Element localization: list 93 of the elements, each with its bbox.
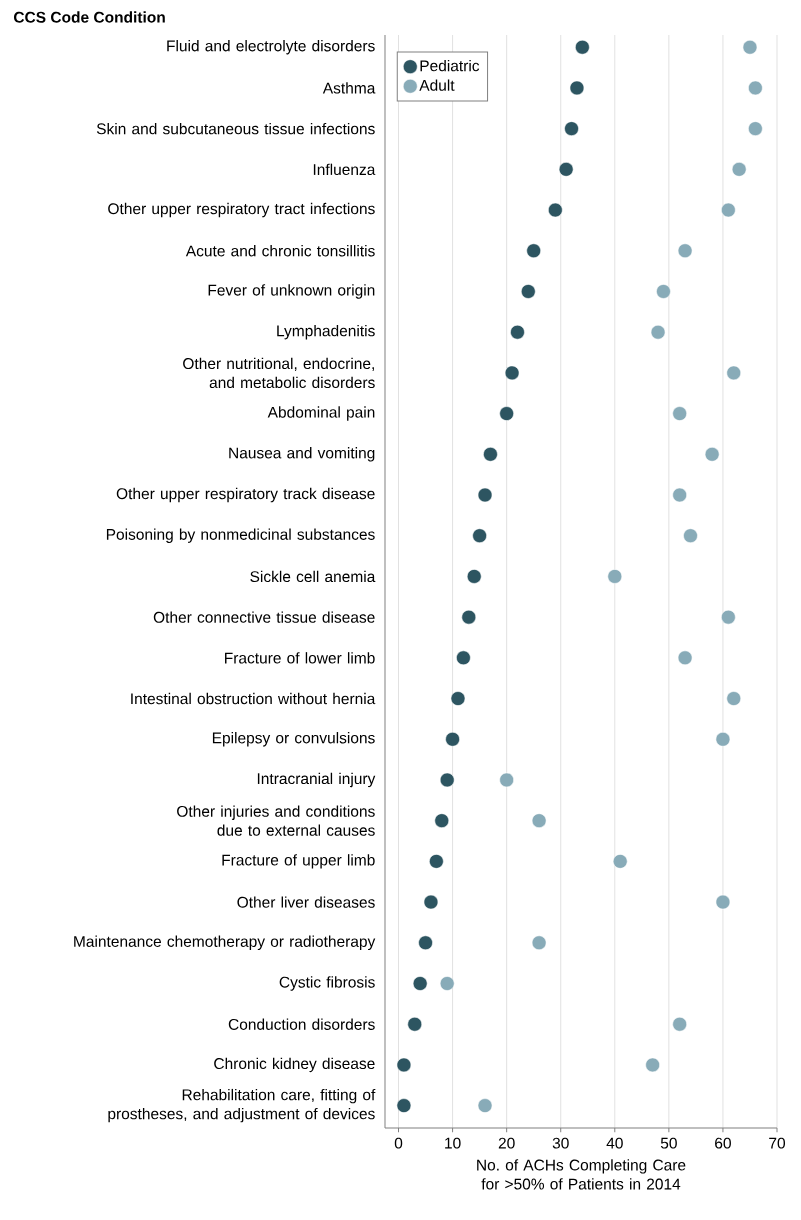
point bbox=[672, 1016, 687, 1032]
point bbox=[461, 609, 477, 625]
point bbox=[726, 691, 742, 706]
y-tick-label: Influenza bbox=[313, 163, 376, 176]
point bbox=[456, 650, 471, 666]
point bbox=[656, 284, 671, 299]
point bbox=[683, 528, 698, 544]
y-tick-label: Other upper respiratory tract infections bbox=[108, 202, 375, 218]
y-tick-label: Nausea and vomiting bbox=[229, 447, 375, 462]
point bbox=[439, 976, 455, 991]
y-tick-label: Acute and chronic tonsillitis bbox=[185, 245, 375, 257]
legend-label: Pediatric bbox=[420, 59, 480, 72]
y-tick-label: Conduction disorders bbox=[228, 1018, 375, 1030]
y-tick-label: Other upper respiratory track disease bbox=[116, 487, 375, 503]
point bbox=[531, 813, 547, 828]
point bbox=[483, 447, 498, 462]
legend-label: Adult bbox=[419, 79, 455, 91]
x-tick-label: 20 bbox=[498, 1137, 515, 1149]
x-tick-label: 50 bbox=[660, 1137, 677, 1149]
y-tick-label: Fever of unknown origin bbox=[208, 284, 375, 299]
point bbox=[558, 162, 574, 177]
point bbox=[731, 162, 747, 177]
y-tick-label: Chronic kidney disease bbox=[214, 1057, 375, 1073]
point bbox=[748, 80, 763, 96]
point bbox=[412, 976, 428, 991]
y-tick-label: Poisoning by nonmedicinal substances bbox=[106, 528, 375, 543]
y-tick-label: Other liver diseases bbox=[237, 896, 375, 908]
point bbox=[607, 569, 623, 584]
y-tick-label: Other injuries and conditions due to external causes bbox=[177, 805, 375, 836]
point bbox=[450, 691, 466, 706]
y-tick-label: Cystic fibrosis bbox=[279, 976, 375, 991]
point bbox=[396, 1098, 412, 1113]
point bbox=[466, 569, 482, 584]
x-tick-label: 30 bbox=[552, 1137, 569, 1149]
point bbox=[742, 39, 758, 55]
point bbox=[472, 528, 487, 544]
point bbox=[477, 1098, 493, 1113]
point bbox=[499, 406, 514, 421]
point bbox=[548, 202, 563, 218]
point bbox=[569, 80, 585, 96]
y-tick-label: Intestinal obstruction without hernia bbox=[131, 692, 376, 705]
point bbox=[504, 365, 520, 381]
point bbox=[672, 487, 687, 503]
x-tick-label: 70 bbox=[769, 1137, 786, 1149]
point bbox=[564, 121, 579, 136]
point bbox=[645, 1057, 660, 1073]
point bbox=[704, 447, 720, 462]
point bbox=[748, 121, 763, 136]
point bbox=[396, 1057, 412, 1073]
point bbox=[715, 894, 731, 910]
y-tick-label: Other nutritional, endocrine, and metabolic disorders bbox=[183, 357, 375, 389]
point bbox=[418, 935, 433, 951]
point bbox=[721, 609, 736, 625]
point bbox=[531, 935, 547, 951]
point bbox=[520, 284, 536, 299]
point bbox=[445, 731, 460, 747]
y-tick-label: Other connective tissue disease bbox=[153, 611, 375, 623]
x-axis-title: No. of ACHs Completing Care for >50% of Patients in 2014 bbox=[477, 1159, 686, 1190]
point bbox=[721, 202, 736, 218]
point bbox=[677, 650, 693, 666]
point bbox=[499, 772, 514, 788]
y-tick-label: Intracranial injury bbox=[257, 772, 376, 788]
point bbox=[575, 39, 590, 55]
y-tick-label: Abdominal pain bbox=[267, 406, 375, 421]
y-tick-label: Fluid and electrolyte disorders bbox=[167, 40, 375, 55]
y-tick-label: Skin and subcutaneous tissue infections bbox=[96, 122, 375, 135]
point bbox=[434, 813, 450, 828]
y-axis-title: CCS Code Condition bbox=[14, 11, 165, 23]
y-tick-label: Epilepsy or convulsions bbox=[212, 732, 375, 747]
point bbox=[677, 243, 693, 259]
y-tick-label: Sickle cell anemia bbox=[250, 570, 376, 583]
point bbox=[612, 854, 628, 869]
x-tick-label: 40 bbox=[606, 1137, 623, 1149]
y-tick-label: Fracture of upper limb bbox=[222, 854, 375, 869]
point bbox=[477, 487, 493, 503]
point bbox=[429, 854, 444, 869]
point bbox=[526, 243, 541, 259]
y-tick-label: Fracture of lower limb bbox=[225, 652, 375, 664]
y-tick-label: Rehabilitation care, fitting of prostheses, and adjustment of devices bbox=[108, 1088, 376, 1123]
y-tick-label: Lymphadenitis bbox=[277, 324, 375, 340]
point bbox=[423, 894, 439, 910]
point bbox=[439, 772, 455, 788]
point bbox=[650, 324, 666, 340]
point bbox=[726, 365, 742, 381]
point bbox=[672, 406, 687, 421]
x-tick-label: 0 bbox=[394, 1137, 403, 1149]
y-tick-label: Asthma bbox=[322, 82, 376, 94]
point bbox=[407, 1016, 423, 1032]
y-tick-label: Maintenance chemotherapy or radiotherapy bbox=[74, 935, 376, 951]
x-tick-label: 10 bbox=[445, 1137, 461, 1149]
point bbox=[510, 324, 525, 340]
point bbox=[715, 731, 731, 747]
x-tick-label: 60 bbox=[715, 1137, 731, 1149]
